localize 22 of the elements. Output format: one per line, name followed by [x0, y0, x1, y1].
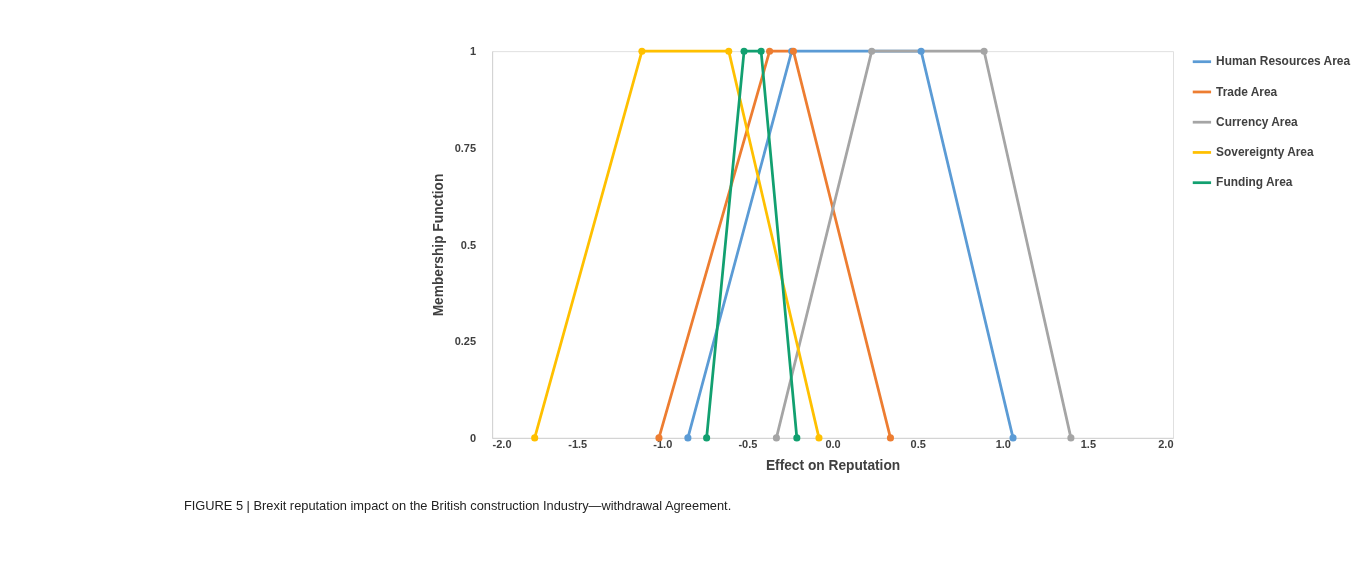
- legend-label: Funding Area: [1216, 175, 1293, 190]
- x-tick-label: 0.0: [825, 438, 841, 451]
- y-tick-label: 0.25: [454, 335, 477, 348]
- x-axis-title: Effect on Reputation: [765, 458, 901, 474]
- x-tick-label: -1.5: [568, 438, 588, 451]
- caption: FIGURE 5 | Brexit reputation impact on the British construction Industry—withdrawal Agreement.: [183, 498, 732, 514]
- x-tick-label: 1.0: [995, 438, 1011, 451]
- legend-label: Trade Area: [1216, 84, 1278, 99]
- x-tick-label: -1.0: [653, 438, 673, 451]
- y-tick-label: 0.5: [460, 238, 477, 251]
- legend-label: Human Resources Area: [1216, 54, 1351, 69]
- legend-label: Sovereignty Area: [1216, 145, 1314, 160]
- y-tick-label: 0.75: [454, 141, 477, 154]
- x-tick-label: -0.5: [738, 438, 758, 451]
- x-tick-label: -2.0: [492, 438, 512, 451]
- legend-label: Currency Area: [1216, 114, 1299, 129]
- y-axis-title: Membership Function: [430, 173, 446, 317]
- x-tick-label: 1.5: [1080, 438, 1097, 451]
- x-tick-label: 0.5: [910, 438, 926, 451]
- y-tick-label: 0: [469, 432, 477, 445]
- y-tick-label: 1: [469, 45, 477, 58]
- x-tick-label: 2.0: [1158, 438, 1174, 451]
